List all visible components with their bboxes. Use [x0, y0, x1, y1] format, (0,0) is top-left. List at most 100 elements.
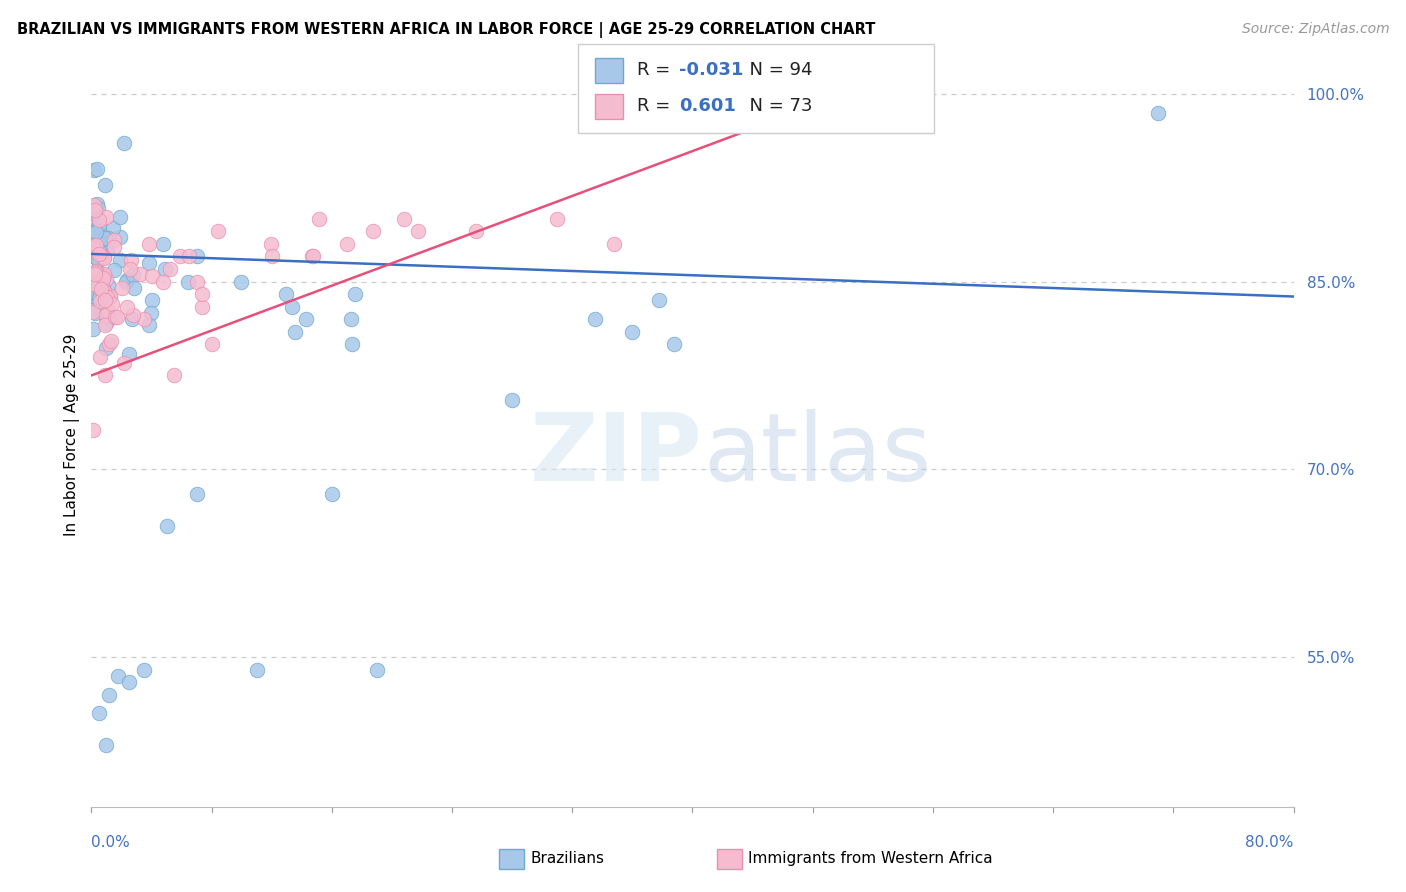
Point — [98, 288, 121, 302]
Point — [301, 250, 323, 264]
Point — [406, 224, 429, 238]
Point — [86, 264, 108, 278]
Point — [87, 218, 110, 232]
Point — [97, 277, 120, 292]
Point — [103, 221, 125, 235]
Point — [93, 284, 115, 298]
Point — [101, 297, 124, 311]
Point — [122, 281, 145, 295]
Point — [97, 231, 120, 245]
Point — [191, 287, 214, 301]
Point — [94, 308, 117, 322]
Point — [83, 306, 105, 320]
Point — [84, 240, 107, 254]
Point — [262, 250, 284, 264]
Point — [82, 322, 104, 336]
Text: 80.0%: 80.0% — [1246, 835, 1294, 850]
Text: R =: R = — [637, 97, 682, 115]
Point — [281, 300, 304, 314]
Point — [89, 268, 111, 282]
Point — [86, 264, 108, 278]
Point — [155, 262, 177, 277]
Point — [294, 312, 316, 326]
Point — [340, 337, 363, 351]
Point — [603, 236, 626, 251]
Point — [122, 308, 145, 322]
Point — [104, 310, 127, 325]
Point — [276, 287, 298, 301]
Point — [118, 347, 141, 361]
Y-axis label: In Labor Force | Age 25-29: In Labor Force | Age 25-29 — [65, 334, 80, 536]
Point — [112, 136, 135, 151]
Point — [111, 281, 134, 295]
Point — [84, 271, 107, 285]
Point — [207, 224, 229, 238]
Text: -0.031: -0.031 — [679, 62, 744, 79]
Point — [83, 163, 105, 178]
Point — [90, 282, 112, 296]
Point — [94, 318, 117, 333]
Text: 0.601: 0.601 — [679, 97, 735, 115]
Point — [159, 262, 181, 277]
Point — [82, 303, 104, 318]
Point — [98, 688, 121, 702]
Point — [122, 268, 145, 283]
Point — [366, 663, 388, 677]
Point — [115, 300, 138, 314]
Point — [86, 222, 108, 236]
Point — [321, 487, 343, 501]
Text: 0.0%: 0.0% — [91, 835, 131, 850]
Point — [96, 290, 118, 304]
Point — [93, 178, 115, 192]
Text: Brazilians: Brazilians — [530, 851, 605, 865]
Point — [90, 231, 112, 245]
Point — [83, 266, 105, 280]
Point — [89, 293, 111, 308]
Point — [132, 663, 155, 677]
Point — [105, 310, 128, 324]
Point — [186, 275, 208, 289]
Point — [98, 290, 121, 304]
Point — [361, 224, 384, 238]
Point — [138, 236, 160, 251]
Point — [82, 423, 104, 437]
Point — [103, 240, 125, 254]
Text: ZIP: ZIP — [530, 409, 703, 501]
Point — [231, 275, 253, 289]
Point — [96, 210, 118, 224]
Point — [82, 304, 104, 318]
Point — [621, 325, 644, 339]
Point — [84, 250, 107, 264]
Point — [89, 235, 111, 249]
Point — [110, 253, 132, 268]
Point — [108, 211, 131, 225]
Point — [86, 161, 108, 176]
Point — [94, 368, 117, 382]
Point — [93, 250, 115, 264]
Point — [83, 242, 105, 256]
Point — [93, 268, 115, 283]
Point — [186, 250, 208, 264]
Point — [87, 242, 110, 256]
Point — [86, 292, 108, 306]
Point — [89, 245, 111, 260]
Point — [93, 267, 115, 281]
Point — [84, 225, 107, 239]
Point — [169, 250, 191, 264]
Point — [141, 268, 163, 283]
Point — [84, 264, 107, 278]
Point — [100, 334, 122, 348]
Point — [83, 225, 105, 239]
Point — [284, 325, 307, 339]
Point — [121, 311, 143, 326]
Point — [89, 272, 111, 286]
Point — [93, 280, 115, 294]
Point — [138, 318, 160, 333]
Point — [120, 252, 142, 267]
Point — [308, 211, 330, 226]
Point — [177, 275, 200, 289]
Point — [163, 368, 186, 383]
Point — [82, 239, 104, 253]
Point — [84, 238, 107, 252]
Point — [96, 341, 118, 355]
